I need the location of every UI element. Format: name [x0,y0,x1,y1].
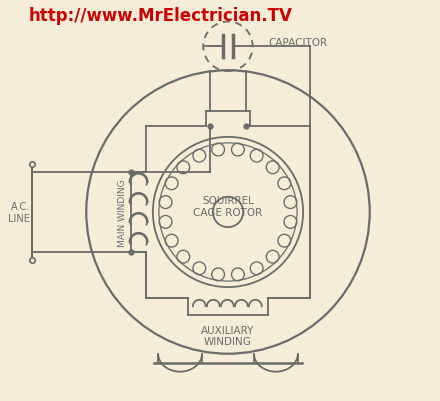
Text: AUXILIARY
WINDING: AUXILIARY WINDING [201,325,255,346]
Text: MAIN WINDING: MAIN WINDING [118,179,127,246]
Text: CAPACITOR: CAPACITOR [269,38,328,48]
Text: http://www.MrElectrician.TV: http://www.MrElectrician.TV [28,7,292,25]
Text: A.C.
LINE: A.C. LINE [8,202,30,223]
Text: SQUIRREL
CAGE ROTOR: SQUIRREL CAGE ROTOR [193,196,263,217]
